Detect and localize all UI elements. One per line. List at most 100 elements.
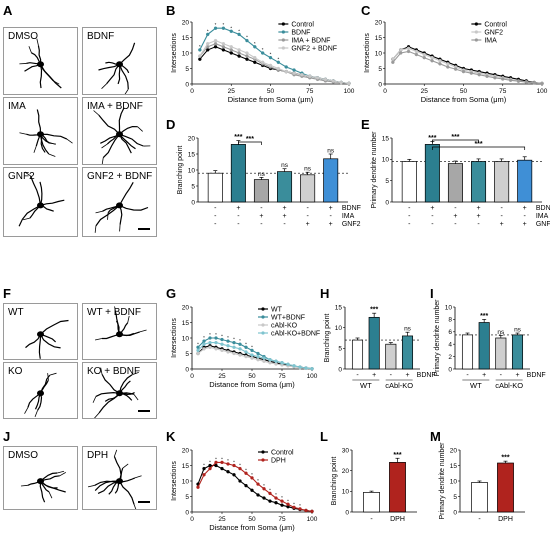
significance-star-B: * — [262, 47, 264, 52]
series-point-K-0 — [238, 479, 242, 483]
y-tick-label-M: 10 — [450, 478, 458, 485]
y-tick-label-C: 15 — [375, 35, 383, 42]
neuron-drawing — [92, 367, 139, 418]
significance-bracket-D — [238, 141, 262, 145]
series-point-K-1 — [244, 471, 248, 475]
series-point-B-3 — [339, 80, 343, 85]
group-label-I: cAbl-KO — [495, 381, 523, 390]
series-point-K-0 — [280, 503, 284, 507]
series-point-C-2 — [493, 76, 497, 80]
series-point-C-2 — [406, 49, 411, 54]
axes-C — [383, 21, 542, 85]
series-point-K-1 — [220, 460, 224, 465]
x-axis-label-C: Distance from Soma (μm) — [421, 95, 507, 104]
series-point-K-1 — [232, 463, 236, 468]
y-axis-label-G: Intersections — [171, 318, 178, 358]
series-point-G-2 — [196, 351, 200, 356]
significance-star-B: * — [199, 44, 201, 49]
series-point-C-2 — [438, 62, 442, 66]
significance-star-K: * — [251, 472, 253, 477]
x-axis-label-K: Distance from Soma (μm) — [209, 523, 295, 532]
series-point-B-3 — [237, 48, 241, 52]
y-tick-label-M: 0 — [453, 509, 457, 516]
significance-I: ns — [514, 327, 522, 334]
y-tick-label-K: 15 — [182, 463, 190, 470]
y-tick-label-G: 20 — [182, 304, 190, 311]
y-tick-label-C: 10 — [375, 50, 383, 57]
series-point-G-3 — [280, 361, 284, 365]
x-tick-label-C: 0 — [383, 88, 387, 95]
neuron-image-bdnf: BDNF — [82, 27, 157, 95]
legend-marker-B — [281, 22, 285, 26]
neuron-drawing — [94, 182, 149, 233]
significance-star-K: * — [233, 460, 235, 465]
series-point-B-2 — [221, 45, 226, 49]
legend-label-B: BDNF — [291, 30, 310, 37]
series-point-G-2 — [256, 358, 260, 362]
legend-marker-B — [281, 38, 285, 42]
neuron-drawing — [25, 319, 69, 359]
series-point-B-3 — [205, 42, 210, 46]
condition-sign-E: - — [500, 205, 503, 212]
significance-star-K: * — [239, 463, 241, 468]
axes-D — [196, 137, 348, 203]
series-point-C-2 — [461, 69, 466, 74]
series-point-C-2 — [399, 51, 403, 55]
significance-star-K: * — [203, 463, 205, 468]
condition-sign-E: - — [477, 221, 480, 228]
condition-sign-E: - — [500, 213, 503, 220]
significance-star-G: * — [233, 337, 235, 342]
series-point-G-2 — [274, 362, 278, 366]
series-point-B-3 — [331, 79, 335, 83]
x-tick-label-K: 25 — [218, 516, 226, 523]
group-label-H: cAbl-KO — [385, 381, 413, 390]
series-point-B-3 — [229, 45, 233, 49]
series-point-C-2 — [532, 81, 536, 85]
y-tick-label-I: 0 — [448, 366, 452, 373]
condition-sign-D: - — [306, 213, 309, 220]
series-point-G-3 — [262, 356, 266, 360]
series-line-K-1 — [197, 461, 313, 512]
series-point-G-2 — [268, 361, 272, 365]
neuron-image-wt: WT — [3, 303, 78, 360]
neuron-drawing — [94, 306, 147, 341]
series-point-B-3 — [284, 69, 288, 74]
panel-label-D: D — [166, 117, 176, 132]
condition-sign-D: + — [306, 221, 310, 228]
series-point-K-1 — [298, 507, 302, 511]
bar-I-2 — [495, 337, 507, 370]
series-point-B-0 — [253, 60, 257, 64]
significance-star-B: * — [270, 52, 272, 57]
series-point-G-3 — [268, 358, 272, 362]
significance-star-G: * — [221, 334, 223, 339]
bar-L-0 — [363, 492, 380, 513]
series-point-C-2 — [524, 80, 528, 84]
neuron-drawing — [93, 107, 151, 164]
y-axis-label-L: Branching point — [331, 457, 338, 506]
series-point-G-3 — [274, 359, 278, 363]
x-tick-label-C: 25 — [421, 88, 429, 95]
condition-sign-E: + — [476, 205, 480, 212]
condition-sign-D: - — [260, 205, 263, 212]
legend-marker-G — [261, 315, 265, 319]
bar-D-2 — [253, 179, 269, 203]
x-tick-label-G: 0 — [190, 373, 194, 380]
y-axis-label-M: Primary dendrite number — [439, 442, 446, 520]
panel-label-G: G — [166, 286, 177, 301]
significance-D: *** — [234, 134, 242, 141]
significance-star-B: * — [254, 41, 256, 46]
significance-star-G: * — [215, 332, 217, 337]
condition-sign-E: + — [500, 221, 504, 228]
series-point-C-2 — [485, 74, 489, 78]
neuron-drawing — [20, 470, 66, 503]
significance-star-K: * — [263, 483, 265, 488]
series-point-B-3 — [308, 74, 312, 78]
x-tick-label-B: 100 — [344, 88, 355, 95]
significance-star-B: * — [223, 22, 225, 27]
significance-star-G: * — [245, 341, 247, 346]
series-point-K-0 — [226, 470, 230, 474]
condition-sign-D: + — [282, 213, 286, 220]
bracket-label-E: *** — [451, 134, 459, 141]
neuron-image-dph: DPH — [82, 446, 157, 510]
series-point-K-1 — [304, 508, 308, 513]
